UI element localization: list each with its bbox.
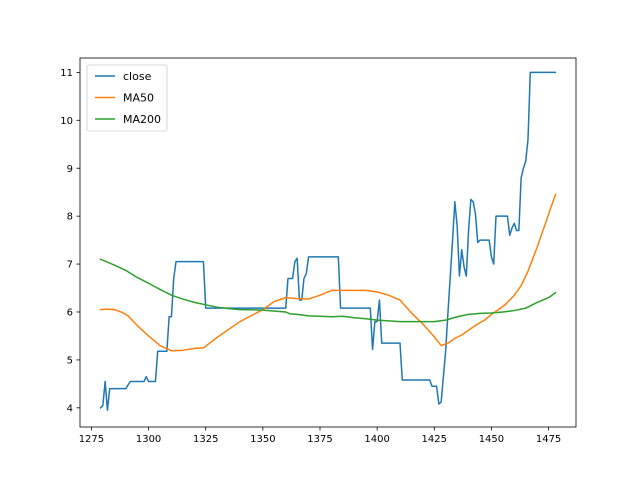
x-tick-label: 1425 (422, 434, 447, 445)
x-tick-label: 1350 (250, 434, 275, 445)
y-axis: 4 5 6 7 8 9 10 11 (60, 68, 80, 414)
y-tick-label: 7 (67, 260, 73, 271)
plot-area-frame (79, 57, 577, 428)
x-tick-label: 1275 (79, 434, 104, 445)
y-tick-label: 5 (67, 356, 73, 367)
series-line-ma200 (99, 258, 557, 323)
legend-box (86, 64, 168, 132)
legend-label-close: close (123, 70, 152, 83)
x-axis: 1275 1300 1325 1350 1375 1400 1425 1450 1475 (79, 427, 561, 445)
x-tick-label: 1300 (136, 434, 161, 445)
legend: close MA50 MA200 (86, 64, 168, 132)
x-tick-label: 1475 (536, 434, 561, 445)
series-layer (99, 71, 557, 411)
series-line-ma50 (99, 193, 557, 352)
legend-label-ma200: MA200 (123, 113, 161, 126)
x-tick-label: 1325 (193, 434, 218, 445)
y-tick-label: 11 (60, 68, 73, 79)
x-tick-label: 1400 (364, 434, 389, 445)
y-tick-label: 10 (60, 116, 73, 127)
y-tick-label: 8 (67, 212, 73, 223)
x-tick-label: 1450 (479, 434, 504, 445)
series-line-close (99, 71, 557, 411)
y-tick-label: 4 (67, 403, 73, 414)
legend-label-ma50: MA50 (123, 92, 154, 105)
y-tick-label: 6 (67, 308, 73, 319)
x-tick-label: 1375 (307, 434, 332, 445)
y-tick-label: 9 (67, 164, 73, 175)
